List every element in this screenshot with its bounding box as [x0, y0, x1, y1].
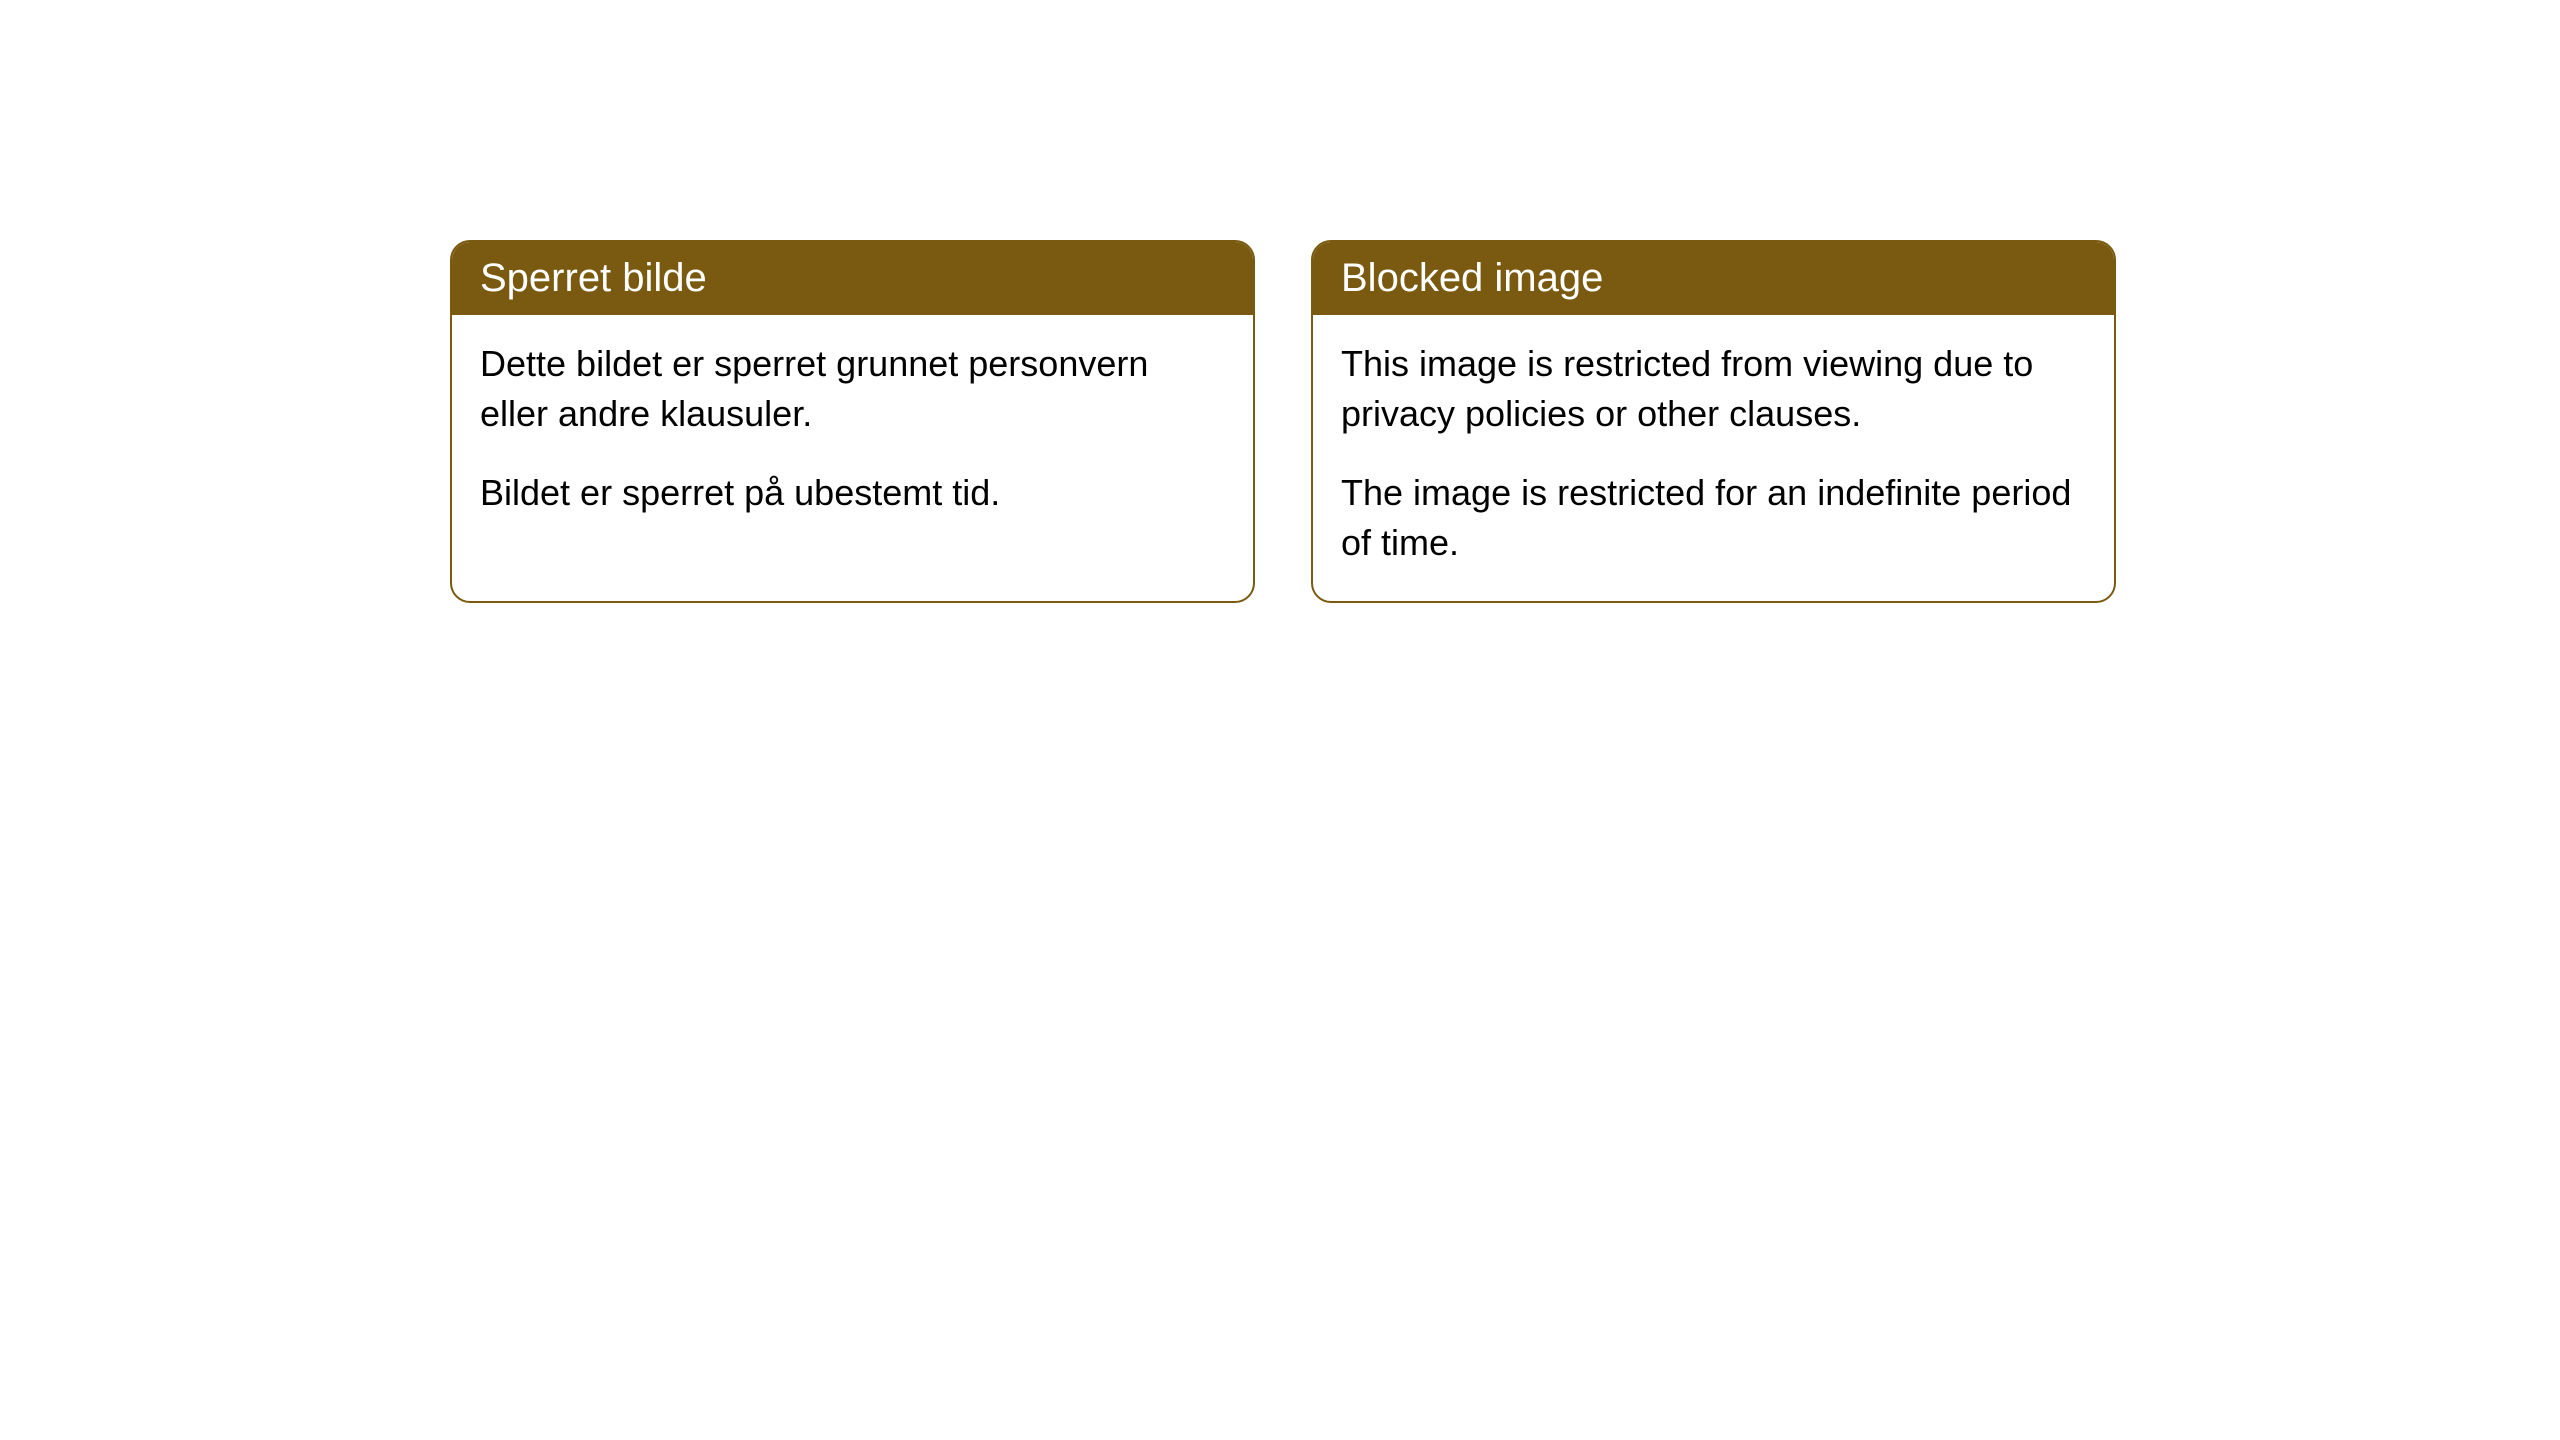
notice-text-norwegian-2: Bildet er sperret på ubestemt tid. [480, 468, 1225, 518]
notice-card-english: Blocked image This image is restricted f… [1311, 240, 2116, 603]
notice-title-english: Blocked image [1313, 242, 2114, 315]
notice-text-english-1: This image is restricted from viewing du… [1341, 339, 2086, 440]
notice-text-norwegian-1: Dette bildet er sperret grunnet personve… [480, 339, 1225, 440]
notice-text-english-2: The image is restricted for an indefinit… [1341, 468, 2086, 569]
notice-container: Sperret bilde Dette bildet er sperret gr… [450, 240, 2560, 603]
notice-card-norwegian: Sperret bilde Dette bildet er sperret gr… [450, 240, 1255, 603]
notice-body-norwegian: Dette bildet er sperret grunnet personve… [452, 315, 1253, 550]
notice-title-norwegian: Sperret bilde [452, 242, 1253, 315]
notice-body-english: This image is restricted from viewing du… [1313, 315, 2114, 601]
